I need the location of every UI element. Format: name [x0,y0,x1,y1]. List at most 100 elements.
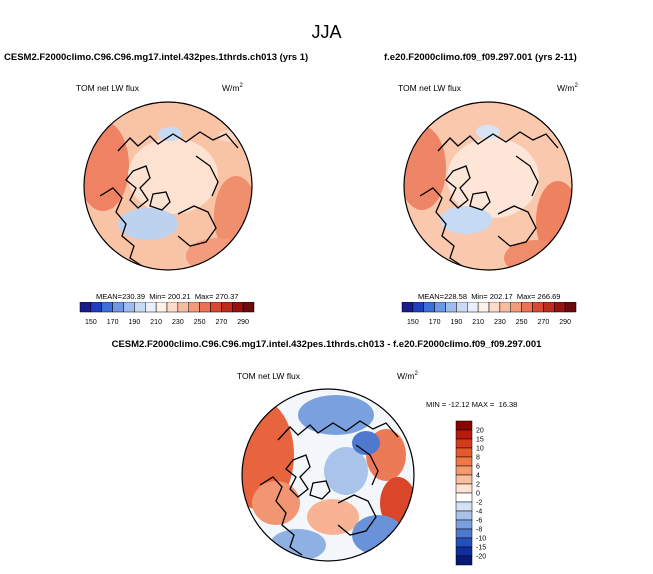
colorbar-right-swatch [401,302,414,313]
cool-region [128,138,218,214]
colorbar-right-swatch [554,302,566,313]
colorbar-difference-tick-label: -6 [476,518,482,525]
units-label-right: W/m2 [557,83,578,93]
colorbar-left-swatch [123,302,135,313]
colorbar-left-swatch [155,302,168,313]
colorbar-difference-tick-label: -8 [476,527,482,534]
colorbar-difference-swatch [455,465,473,476]
cool-anomaly [352,431,380,455]
colorbar-difference-tick-label: -10 [476,536,486,543]
colorbar-difference-swatch [455,555,473,566]
colorbar-difference-tick-label: -2 [476,500,482,507]
colorbar-difference-swatch [455,519,473,530]
cool-region [118,208,178,240]
colorbar-right-swatch [467,302,479,313]
colorbar-left-swatch [90,302,102,313]
colorbar-right-swatch [510,302,522,313]
season-title: JJA [311,22,342,42]
colorbar-right-swatch [564,302,577,313]
colorbar-left-tick-label: 150 [85,319,97,326]
cool-region [476,125,500,139]
variable-label-diff: TOM net LW flux [237,371,300,381]
colorbar-difference-swatch [455,510,473,521]
warm-anomaly [252,481,300,525]
colorbar-left-tick-label: 190 [129,319,141,326]
colorbar-difference-tick-label: -20 [476,554,486,561]
colorbar-left-tick-label: 270 [216,319,228,326]
colorbar-right-swatch [532,302,544,313]
colorbar-right-tick-label: 150 [407,319,419,326]
colorbar-left-tick-label: 290 [237,319,249,326]
colorbar-difference-swatch [455,546,473,557]
colorbar-right-swatch [521,302,533,313]
colorbar-right-tick-label: 190 [451,319,463,326]
colorbar-left-swatch [188,302,200,313]
colorbar-difference-tick-label: 20 [476,428,484,435]
colorbar-difference-swatch [455,447,473,458]
colorbar-right-tick-label: 270 [538,319,550,326]
colorbar-difference-swatch [455,528,473,539]
colorbar-right-swatch [434,302,446,313]
colorbar-left-swatch [199,302,211,313]
colorbar-right-tick-label: 290 [559,319,571,326]
warm-anomaly [307,499,359,535]
cool-region [158,127,182,141]
stats-right: MEAN=228.58 Min= 202.17 Max= 266.69 [418,292,561,301]
colorbar-left-tick-label: 250 [194,319,206,326]
cool-anomaly [298,395,374,435]
coastlines [99,131,239,267]
colorbar-difference-tick-label: -15 [476,545,486,552]
colorbar-left-tick-label: 210 [150,319,162,326]
colorbar-left-swatch [166,302,179,313]
colorbar-difference-tick-label: 2 [476,482,480,489]
colorbar-left: 150 170 190 210 230 250 270 290 [79,302,255,326]
colorbar-right-tick-label: 170 [429,319,441,326]
colorbar-left-swatch [242,302,255,313]
colorbar-difference-swatch [455,456,473,467]
colorbar-difference-tick-label: 4 [476,473,480,480]
polar-map-right [403,101,573,271]
colorbar-difference-swatch [455,501,473,512]
colorbar-left-swatch [221,302,233,313]
colorbar-left-swatch [101,302,113,313]
colorbar-left-swatch [112,302,124,313]
colorbar-right-swatch [499,302,511,313]
polar-map-left [83,101,253,271]
colorbar-right-swatch [543,302,555,313]
colorbar-left-tick-label: 230 [172,319,184,326]
colorbar-difference-tick-label: 0 [476,491,480,498]
colorbar-left-tick-label: 170 [107,319,119,326]
colorbar-difference-tick-label: -4 [476,509,482,516]
colorbar-difference-swatch [455,438,473,449]
colorbar-difference-swatch [455,483,473,494]
colorbar-left-swatch [177,302,189,313]
colorbar-difference-swatch [455,492,473,503]
case-title-right: f.e20.F2000climo.f09_f09.297.001 (yrs 2-… [384,52,577,63]
cool-region [440,206,492,234]
colorbar-left-swatch [134,302,146,313]
stats-left: MEAN=230.39 Min= 200.21 Max= 270.37 [96,292,239,301]
cool-anomaly [324,447,368,495]
coastlines [419,131,559,267]
colorbar-right-swatch [412,302,424,313]
colorbar-left-swatch [210,302,222,313]
cool-anomaly [352,515,404,555]
colorbar-right-swatch [488,302,501,313]
colorbar-left-swatch [145,302,157,313]
colorbar-right: 150 170 190 210 230 250 270 290 [401,302,577,326]
warm-region [186,238,250,270]
colorbar-difference-tick-label: 15 [476,437,484,444]
colorbar-right-tick-label: 250 [516,319,528,326]
colorbar-difference-swatch [455,420,473,431]
cool-region [447,138,539,218]
colorbar-difference-tick-label: 10 [476,446,484,453]
colorbar-right-swatch [456,302,468,313]
variable-label-left: TOM net LW flux [76,83,139,93]
colorbar-difference-tick-label: 8 [476,455,480,462]
case-title-left: CESM2.F2000climo.C96.C96.mg17.intel.432p… [4,52,309,63]
units-label-left: W/m2 [222,83,243,93]
polar-map-difference [241,388,415,562]
units-label-diff: W/m2 [397,371,418,381]
diff-min-max: MIN = -12.12 MAX = 16.38 [426,400,518,409]
